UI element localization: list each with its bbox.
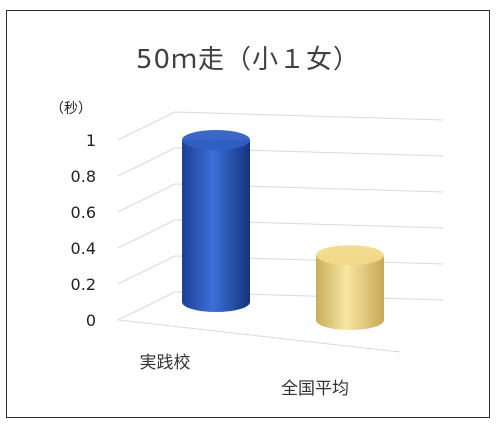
floor-line <box>117 319 401 353</box>
gridline <box>117 147 176 177</box>
chart-title: 50ｍ走（小１女） <box>135 45 361 75</box>
gridline <box>117 219 176 249</box>
gridline <box>117 111 176 141</box>
gridline <box>117 291 176 321</box>
bar-top-2 <box>316 245 384 266</box>
bar-1 <box>182 140 250 312</box>
bar-2 <box>316 255 384 330</box>
gridline <box>117 255 176 285</box>
y-tick-label: 0.8 <box>71 167 96 186</box>
category-label: 実践校 <box>140 353 191 373</box>
y-tick-label: 0.4 <box>71 239 96 258</box>
y-tick-label: 0 <box>86 311 96 330</box>
gridline <box>117 183 176 213</box>
category-label: 全国平均 <box>281 379 349 399</box>
y-tick-label: 0.6 <box>71 203 96 222</box>
bar-top-1 <box>182 130 250 150</box>
y-tick-label: 0.2 <box>71 275 96 294</box>
y-axis-unit-label: （秒） <box>50 101 92 117</box>
y-tick-label: 1 <box>86 131 96 150</box>
gridline <box>174 111 444 121</box>
